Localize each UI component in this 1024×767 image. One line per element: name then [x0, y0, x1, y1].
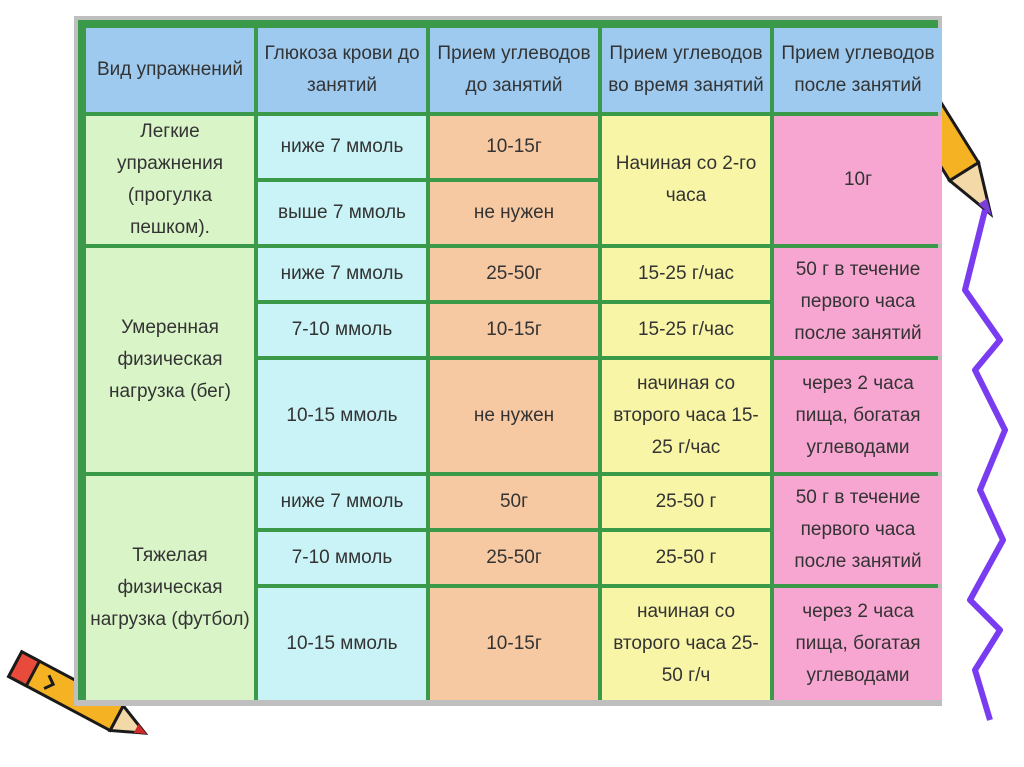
- glucose-cell: выше 7 ммоль: [258, 182, 426, 244]
- carbs-before-cell: 50г: [430, 476, 598, 528]
- table-row: Легкие упражнения (прогулка пешком). ниж…: [86, 116, 942, 244]
- carbs-after-cell: через 2 часа пища, богатая углеводами: [774, 588, 942, 700]
- squiggle-line: [962, 209, 1008, 721]
- glucose-cell: 7-10 ммоль: [258, 532, 426, 584]
- carbs-before-cell: 25-50г: [430, 532, 598, 584]
- glucose-cell: ниже 7 ммоль: [258, 476, 426, 528]
- table-row: выше 7 ммоль не нужен: [86, 182, 942, 244]
- carbs-before-cell: 10-15г: [430, 116, 598, 178]
- header-carbs-during: Прием углеводов во время занятий: [602, 28, 770, 112]
- carbs-before-cell: не нужен: [430, 182, 598, 244]
- table-row: 7-10 ммоль 25-50г 25-50 г: [86, 532, 942, 584]
- glucose-cell: ниже 7 ммоль: [258, 116, 426, 178]
- glucose-cell: ниже 7 ммоль: [258, 248, 426, 300]
- table-row: Умеренная физическая нагрузка (бег) ниже…: [86, 248, 942, 472]
- carbs-before-cell: 10-15г: [430, 304, 598, 356]
- carbs-before-cell: 25-50г: [430, 248, 598, 300]
- header-carbs-after: Прием углеводов после занятий: [774, 28, 942, 112]
- carbs-before-cell: не нужен: [430, 360, 598, 472]
- carbs-after-cell: 50 г в течение первого часа после заняти…: [774, 476, 942, 584]
- pencil-icon: [6, 649, 149, 735]
- exercise-heavy: Тяжелая физическая нагрузка (футбол): [86, 476, 254, 700]
- carbs-during-cell: 25-50 г: [602, 532, 770, 584]
- table-header-row: Вид упражнений Глюкоза крови до занятий …: [86, 28, 942, 112]
- table-row: 10-15 ммоль не нужен начиная со второго …: [86, 360, 942, 472]
- carbs-during-cell: начиная со второго часа 25-50 г/ч: [602, 588, 770, 700]
- carbs-during-cell: 25-50 г: [602, 476, 770, 528]
- glucose-cell: 7-10 ммоль: [258, 304, 426, 356]
- carbs-after-cell: 10г: [774, 116, 942, 244]
- carbs-after-cell: через 2 часа пища, богатая углеводами: [774, 360, 942, 472]
- exercise-moderate: Умеренная физическая нагрузка (бег): [86, 248, 254, 472]
- carbs-during-cell: Начиная со 2-го часа: [602, 116, 770, 244]
- exercise-light: Легкие упражнения (прогулка пешком).: [86, 116, 254, 244]
- header-glucose: Глюкоза крови до занятий: [258, 28, 426, 112]
- glucose-cell: 10-15 ммоль: [258, 588, 426, 700]
- table-row: 7-10 ммоль 10-15г 15-25 г/час: [86, 304, 942, 356]
- carbs-after-cell: 50 г в течение первого часа после заняти…: [774, 248, 942, 356]
- carbs-during-cell: начиная со второго часа 15-25 г/час: [602, 360, 770, 472]
- carbs-during-cell: 15-25 г/час: [602, 248, 770, 300]
- carbs-during-cell: 15-25 г/час: [602, 304, 770, 356]
- table-row: 10-15 ммоль 10-15г начиная со второго ча…: [86, 588, 942, 700]
- glucose-cell: 10-15 ммоль: [258, 360, 426, 472]
- header-exercise-type: Вид упражнений: [86, 28, 254, 112]
- header-carbs-before: Прием углеводов до занятий: [430, 28, 598, 112]
- table-row: Тяжелая физическая нагрузка (футбол) ниж…: [86, 476, 942, 700]
- carbs-before-cell: 10-15г: [430, 588, 598, 700]
- carb-intake-table: Вид упражнений Глюкоза крови до занятий …: [82, 24, 946, 704]
